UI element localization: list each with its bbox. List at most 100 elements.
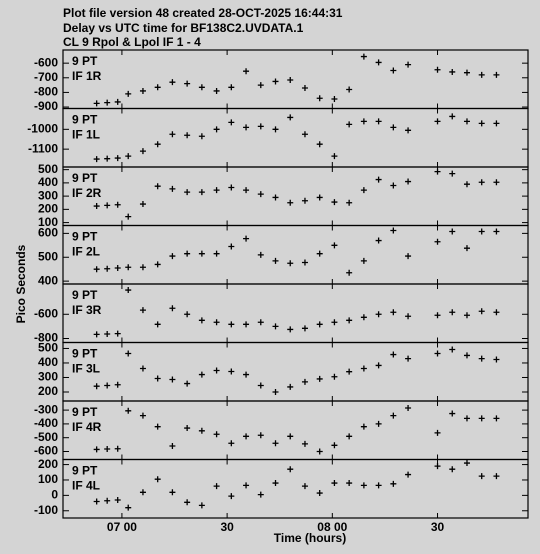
data-point [287,326,294,333]
data-point [346,480,353,487]
data-point [93,266,100,273]
data-point [493,415,500,422]
data-point [301,378,308,385]
data-point [257,432,264,439]
data-point [390,124,397,131]
data-point [104,382,111,389]
data-point [478,228,485,235]
data-point [114,445,121,452]
data-point [154,261,161,268]
data-point [169,79,176,86]
data-point [154,183,161,190]
data-point [331,319,338,326]
data-point [493,356,500,363]
data-point [346,368,353,375]
data-point [139,201,146,208]
data-point [139,489,146,496]
data-point [493,473,500,480]
data-point [228,184,235,191]
data-point [139,365,146,372]
data-point [360,257,367,264]
data-point [257,251,264,258]
data-point [331,442,338,449]
data-point [449,309,456,316]
data-point [114,496,121,503]
x-tick-label: 08 00 [317,520,347,534]
data-point [169,305,176,312]
data-point [301,325,308,332]
data-point [463,312,470,319]
data-point [375,176,382,183]
data-point [198,133,205,140]
data-point [213,431,220,438]
data-point [493,309,500,316]
x-tick-label: 30 [220,520,234,534]
data-point [93,383,100,390]
data-point [493,120,500,127]
data-point [169,376,176,383]
data-point [114,98,121,105]
data-point [287,383,294,390]
data-point [449,228,456,235]
y-tick-label: 500 [38,249,58,263]
data-point [434,463,441,470]
y-tick-label: -500 [34,430,58,444]
data-point [316,141,323,148]
panel-label: IF 2R [72,186,102,200]
data-point [213,87,220,94]
data-point [331,95,338,102]
data-point [228,119,235,126]
data-point [375,118,382,125]
data-point [331,480,338,487]
data-point [243,321,250,328]
data-point [463,118,470,125]
data-point [184,311,191,318]
data-point [272,323,279,330]
y-tick-label: 100 [38,472,58,486]
data-point [272,126,279,133]
data-point [316,490,323,497]
data-point [125,287,132,294]
data-point [463,352,470,359]
data-point [449,346,456,353]
data-point [434,312,441,319]
data-point [228,493,235,500]
data-point [139,412,146,419]
x-tick-label: 30 [431,520,445,534]
data-point [390,412,397,419]
data-point [154,423,161,430]
data-point [104,202,111,209]
y-tick-label: 200 [38,384,58,398]
y-tick-label: -900 [34,99,58,113]
y-tick-label: -600 [34,306,58,320]
data-point [301,259,308,266]
data-point [228,84,235,91]
y-tick-label: 300 [38,370,58,384]
data-point [169,442,176,449]
data-point [463,181,470,188]
data-point [154,141,161,148]
data-point [449,68,456,75]
y-tick-label: -1000 [27,121,58,135]
data-point [272,440,279,447]
y-tick-label: -700 [34,70,58,84]
data-point [243,482,250,489]
data-point [360,187,367,194]
panel-label: 9 PT [72,113,98,127]
data-point [346,199,353,206]
x-axis-label: Time (hours) [274,531,346,545]
data-point [390,480,397,487]
data-point [184,425,191,432]
data-point [316,250,323,257]
data-point [154,375,161,382]
data-point [243,433,250,440]
data-point [104,497,111,504]
y-tick-label: -800 [34,85,58,99]
data-point [93,156,100,163]
data-point [104,155,111,162]
data-point [93,331,100,338]
data-point [405,253,412,260]
data-point [346,269,353,276]
data-point [272,78,279,85]
